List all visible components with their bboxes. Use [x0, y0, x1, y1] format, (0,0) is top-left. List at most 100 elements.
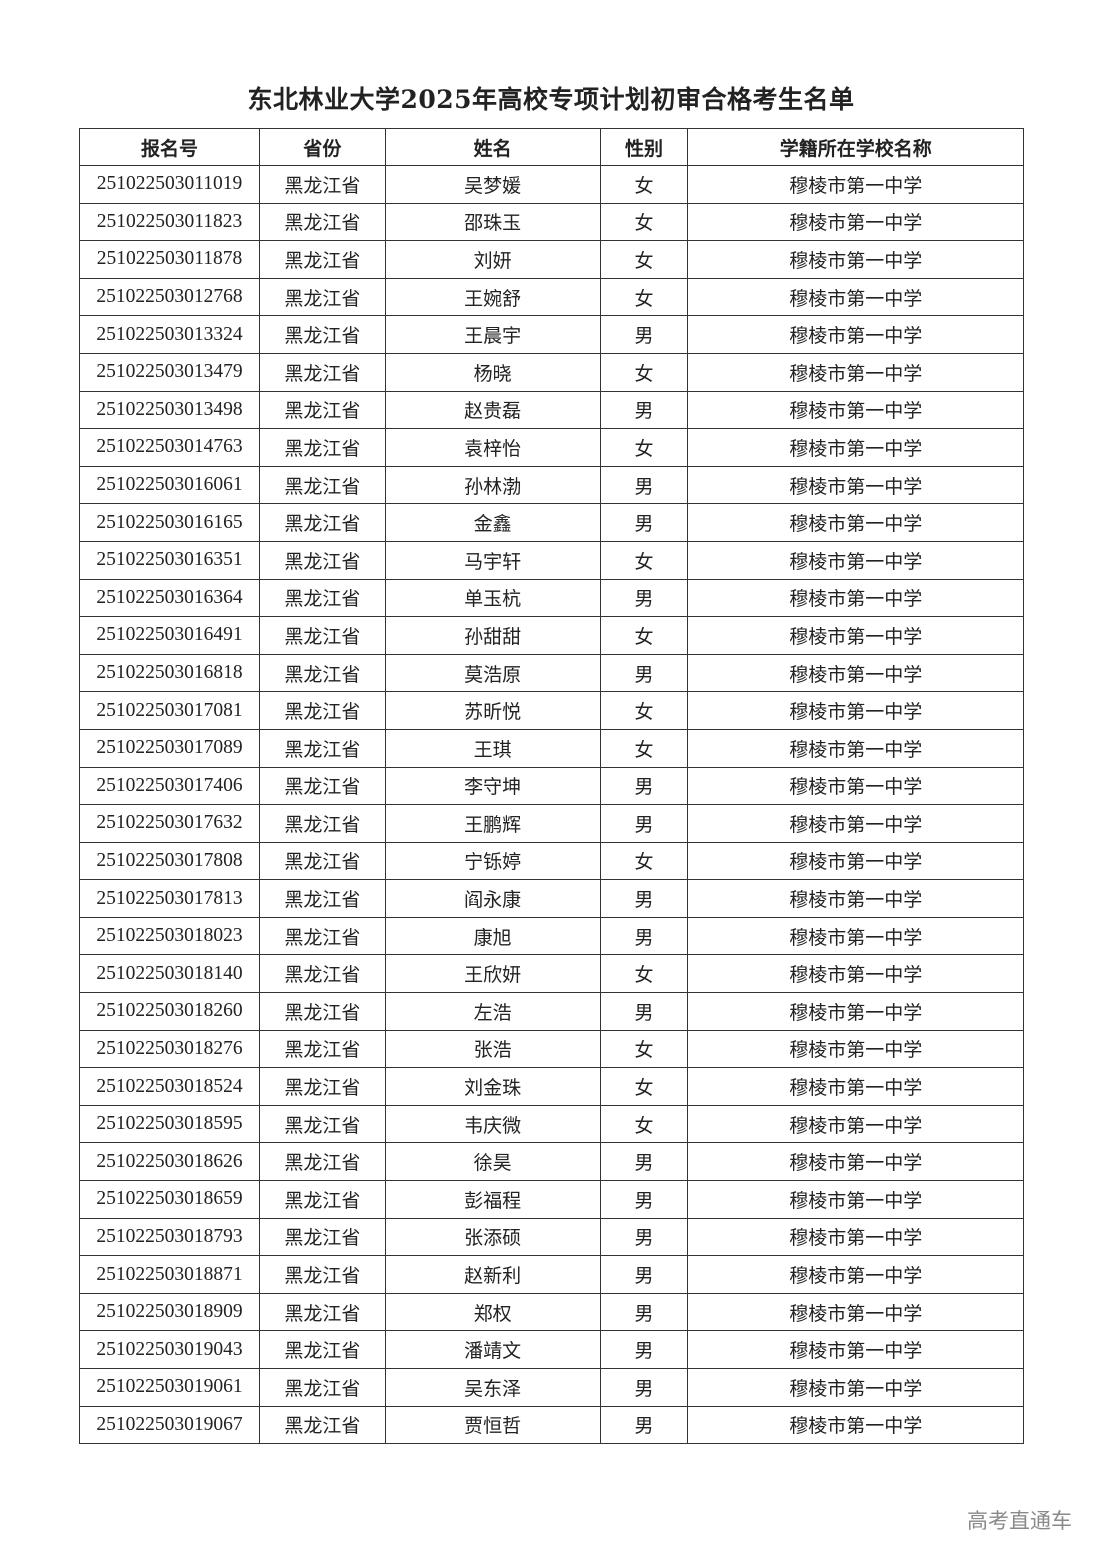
cell-registration-id: 251022503018909 — [79, 1292, 260, 1332]
cell-province: 黑龙江省 — [258, 277, 386, 317]
cell-registration-id: 251022503017813 — [79, 879, 260, 918]
cell-school: 穆棱市第一中学 — [687, 691, 1024, 730]
cell-name: 王婉舒 — [384, 277, 601, 317]
table-row: 251022503018140 黑龙江省 王欣妍女穆棱市第一中学 — [79, 954, 1024, 994]
column-header-gender: 性别 — [599, 128, 689, 166]
cell-province: 黑龙江省 — [258, 804, 386, 843]
cell-gender: 女 — [599, 165, 689, 204]
table-row: 251022503013479 黑龙江省 杨晓女穆棱市第一中学 — [79, 352, 1024, 392]
table-row: 251022503018023 黑龙江省 康旭男穆棱市第一中学 — [79, 916, 1024, 956]
cell-province: 黑龙江省 — [258, 916, 386, 956]
cell-school: 穆棱市第一中学 — [687, 352, 1024, 392]
cell-name: 张浩 — [384, 1029, 601, 1069]
cell-gender: 女 — [599, 954, 689, 994]
cell-gender: 女 — [599, 1029, 689, 1069]
cell-registration-id: 251022503016061 — [79, 465, 260, 505]
cell-province: 黑龙江省 — [258, 202, 386, 242]
cell-province: 黑龙江省 — [258, 1405, 386, 1445]
table-row: 251022503018260 黑龙江省 左浩男穆棱市第一中学 — [79, 992, 1024, 1031]
cell-registration-id: 251022503018659 — [79, 1180, 260, 1219]
table-row: 251022503017632 黑龙江省 王鹏辉男穆棱市第一中学 — [79, 804, 1024, 843]
cell-gender: 男 — [599, 503, 689, 542]
cell-gender: 女 — [599, 428, 689, 467]
table-header-row: 报名号 省份 姓名 性别 学籍所在学校名称 — [79, 128, 1024, 166]
cell-registration-id: 251022503016364 — [79, 578, 260, 618]
cell-province: 黑龙江省 — [258, 766, 386, 806]
cell-school: 穆棱市第一中学 — [687, 728, 1024, 768]
cell-school: 穆棱市第一中学 — [687, 165, 1024, 204]
cell-gender: 男 — [599, 1180, 689, 1219]
cell-province: 黑龙江省 — [258, 540, 386, 580]
cell-name: 刘金珠 — [384, 1067, 601, 1106]
cell-school: 穆棱市第一中学 — [687, 879, 1024, 918]
cell-school: 穆棱市第一中学 — [687, 428, 1024, 467]
cell-province: 黑龙江省 — [258, 954, 386, 994]
table-row: 251022503018909 黑龙江省 郑权男穆棱市第一中学 — [79, 1292, 1024, 1332]
cell-registration-id: 251022503019043 — [79, 1330, 260, 1369]
cell-school: 穆棱市第一中学 — [687, 1405, 1024, 1445]
cell-school: 穆棱市第一中学 — [687, 240, 1024, 279]
cell-name: 刘妍 — [384, 240, 601, 279]
table-row: 251022503018793 黑龙江省 张添硕男穆棱市第一中学 — [79, 1217, 1024, 1257]
cell-school: 穆棱市第一中学 — [687, 766, 1024, 806]
cell-name: 王鹏辉 — [384, 804, 601, 843]
cell-name: 郑权 — [384, 1292, 601, 1332]
cell-gender: 女 — [599, 240, 689, 279]
cell-province: 黑龙江省 — [258, 1292, 386, 1332]
cell-gender: 男 — [599, 578, 689, 618]
cell-name: 王琪 — [384, 728, 601, 768]
cell-gender: 女 — [599, 616, 689, 655]
cell-province: 黑龙江省 — [258, 1104, 386, 1144]
cell-registration-id: 251022503013324 — [79, 315, 260, 354]
cell-school: 穆棱市第一中学 — [687, 1255, 1024, 1294]
table-row: 251022503011823 黑龙江省 邵珠玉女穆棱市第一中学 — [79, 202, 1024, 242]
cell-registration-id: 251022503013479 — [79, 352, 260, 392]
cell-gender: 男 — [599, 766, 689, 806]
column-header-school: 学籍所在学校名称 — [687, 128, 1024, 166]
cell-school: 穆棱市第一中学 — [687, 578, 1024, 618]
table-row: 251022503011019 黑龙江省 吴梦媛女穆棱市第一中学 — [79, 165, 1024, 204]
cell-registration-id: 251022503018524 — [79, 1067, 260, 1106]
cell-school: 穆棱市第一中学 — [687, 277, 1024, 317]
cell-gender: 男 — [599, 916, 689, 956]
watermark: 高考直通车 — [967, 1509, 1072, 1533]
cell-gender: 女 — [599, 841, 689, 881]
cell-name: 孙甜甜 — [384, 616, 601, 655]
cell-school: 穆棱市第一中学 — [687, 1180, 1024, 1219]
cell-school: 穆棱市第一中学 — [687, 503, 1024, 542]
cell-registration-id: 251022503018023 — [79, 916, 260, 956]
cell-province: 黑龙江省 — [258, 691, 386, 730]
cell-registration-id: 251022503017406 — [79, 766, 260, 806]
page-title: 东北林业大学2025年高校专项计划初审合格考生名单 — [247, 85, 855, 114]
cell-gender: 男 — [599, 390, 689, 430]
cell-registration-id: 251022503018793 — [79, 1217, 260, 1257]
cell-name: 莫浩原 — [384, 653, 601, 693]
cell-school: 穆棱市第一中学 — [687, 616, 1024, 655]
cell-registration-id: 251022503016491 — [79, 616, 260, 655]
cell-gender: 女 — [599, 728, 689, 768]
table-row: 251022503014763 黑龙江省 袁梓怡女穆棱市第一中学 — [79, 428, 1024, 467]
cell-school: 穆棱市第一中学 — [687, 1104, 1024, 1144]
cell-school: 穆棱市第一中学 — [687, 954, 1024, 994]
table-row: 251022503013324 黑龙江省 王晨宇男穆棱市第一中学 — [79, 315, 1024, 354]
cell-registration-id: 251022503013498 — [79, 390, 260, 430]
cell-school: 穆棱市第一中学 — [687, 653, 1024, 693]
cell-registration-id: 251022503019061 — [79, 1368, 260, 1407]
cell-name: 王晨宇 — [384, 315, 601, 354]
table-row: 251022503016061 黑龙江省 孙林渤男穆棱市第一中学 — [79, 465, 1024, 505]
cell-name: 宁铄婷 — [384, 841, 601, 881]
table-row: 251022503016165 黑龙江省 金鑫男穆棱市第一中学 — [79, 503, 1024, 542]
cell-gender: 男 — [599, 465, 689, 505]
column-header-name: 姓名 — [384, 128, 601, 166]
table-row: 251022503017406 黑龙江省 李守坤男穆棱市第一中学 — [79, 766, 1024, 806]
cell-gender: 男 — [599, 879, 689, 918]
cell-registration-id: 251022503018871 — [79, 1255, 260, 1294]
cell-school: 穆棱市第一中学 — [687, 465, 1024, 505]
cell-gender: 男 — [599, 1255, 689, 1294]
cell-registration-id: 251022503011823 — [79, 202, 260, 242]
cell-school: 穆棱市第一中学 — [687, 540, 1024, 580]
table-row: 251022503017808 黑龙江省 宁铄婷女穆棱市第一中学 — [79, 841, 1024, 881]
cell-name: 邵珠玉 — [384, 202, 601, 242]
cell-school: 穆棱市第一中学 — [687, 1142, 1024, 1182]
cell-gender: 女 — [599, 277, 689, 317]
